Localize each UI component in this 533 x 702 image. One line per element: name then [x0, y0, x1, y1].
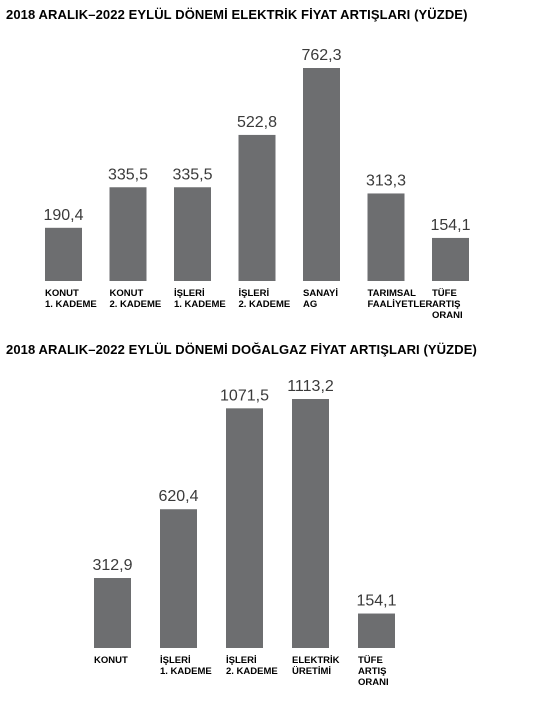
bar [94, 578, 131, 648]
value-label: 335,5 [108, 166, 148, 183]
category-label: İŞLERİ [239, 288, 270, 299]
value-label: 620,4 [158, 488, 198, 505]
value-label: 313,3 [366, 172, 406, 189]
bar [238, 134, 276, 281]
bar [226, 408, 263, 648]
category-label: 1. KADEME [160, 666, 212, 677]
value-label: 1113,2 [287, 378, 334, 395]
category-label: KONUT [45, 288, 79, 299]
category-label: TÜFE [358, 655, 383, 666]
electricity-price-chart: 2018 ARALIK–2022 EYLÜL DÖNEMİ ELEKTRİK F… [0, 7, 533, 327]
chart-title: 2018 ARALIK–2022 EYLÜL DÖNEMİ DOĞALGAZ F… [6, 342, 477, 357]
bar [358, 613, 395, 648]
bar [45, 227, 82, 281]
category-label: 1. KADEME [45, 299, 97, 310]
category-label: ORANI [432, 310, 463, 321]
category-label: 2. KADEME [226, 666, 278, 677]
category-label: İŞLERİ [226, 655, 257, 666]
category-label: AG [303, 299, 317, 310]
category-label: ORANI [358, 677, 389, 688]
category-label: ARTIŞ [358, 666, 387, 677]
category-label: FAALİYETLER [368, 299, 433, 310]
value-label: 154,1 [430, 217, 470, 234]
value-label: 522,8 [237, 114, 277, 131]
bar [303, 68, 340, 281]
category-label: ARTIŞ [432, 299, 461, 310]
category-label: 1. KADEME [174, 299, 226, 310]
value-label: 762,3 [301, 47, 341, 64]
value-label: 1071,5 [220, 387, 269, 404]
bar [432, 237, 469, 281]
value-label: 312,9 [92, 557, 132, 574]
category-label: SANAYİ [303, 288, 338, 299]
category-label: KONUT [94, 655, 128, 666]
category-label: 2. KADEME [110, 299, 162, 310]
category-label: ELEKTRİK [292, 655, 340, 666]
category-label: İŞLERİ [160, 655, 191, 666]
chart-title: 2018 ARALIK–2022 EYLÜL DÖNEMİ ELEKTRİK F… [6, 7, 468, 22]
bar [109, 187, 147, 281]
category-label: İŞLERİ [174, 288, 205, 299]
bar [160, 509, 197, 648]
category-label: TÜFE [432, 288, 457, 299]
bar [367, 193, 405, 281]
category-label: KONUT [110, 288, 144, 299]
value-label: 335,5 [172, 166, 212, 183]
category-label: ÜRETİMİ [292, 666, 331, 677]
bar [292, 399, 329, 648]
natural-gas-price-chart: 2018 ARALIK–2022 EYLÜL DÖNEMİ DOĞALGAZ F… [0, 342, 533, 697]
value-label: 154,1 [356, 593, 396, 610]
value-label: 190,4 [43, 207, 83, 224]
bar [174, 187, 211, 281]
category-label: TARIMSAL [368, 288, 417, 299]
category-label: 2. KADEME [239, 299, 291, 310]
